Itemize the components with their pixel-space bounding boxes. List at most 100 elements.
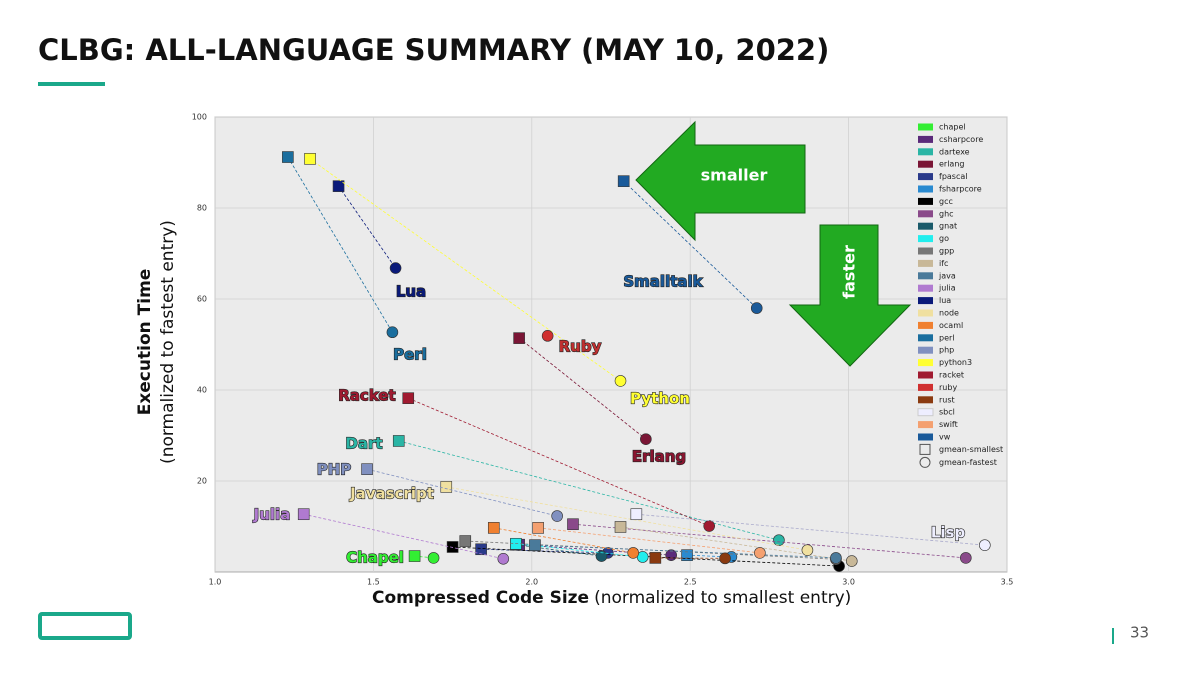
- x-axis-label: Compressed Code Size: [372, 588, 589, 608]
- point-circle: [960, 552, 972, 564]
- connector-line: [287, 156, 393, 333]
- point-square: [392, 435, 405, 447]
- point-circle: [389, 262, 402, 274]
- legend-swatch: [918, 284, 933, 292]
- connector-line: [452, 546, 840, 567]
- legend-swatch: [918, 272, 933, 280]
- legend-swatch: [918, 222, 933, 230]
- point-circle: [614, 375, 627, 387]
- point-circle: [427, 552, 440, 564]
- connector-line: [518, 337, 647, 440]
- point-square: [614, 521, 627, 533]
- arrow-label: smaller: [701, 166, 768, 185]
- y-tick-label: 20: [197, 477, 207, 486]
- legend-swatch: [918, 334, 933, 342]
- legend-swatch: [918, 433, 933, 441]
- connector-line: [538, 527, 760, 554]
- annotation: Perl: [393, 346, 427, 364]
- connector-line: [309, 158, 621, 382]
- point-square: [332, 180, 345, 192]
- point-circle: [979, 539, 991, 551]
- legend-swatch: [918, 383, 933, 391]
- connector-line: [481, 548, 608, 554]
- legend-label: rust: [939, 395, 955, 404]
- point-circle: [541, 330, 554, 342]
- y-tick-label: 80: [197, 204, 207, 213]
- legend-label: ghc: [939, 209, 954, 218]
- connector-line: [398, 440, 780, 541]
- legend-swatch: [918, 247, 933, 255]
- y-axis-label: (normalized to fastest entry): [158, 220, 178, 464]
- annotation: Lisp: [931, 524, 966, 542]
- legend-label: gnat: [939, 222, 957, 231]
- legend-marker: [919, 456, 931, 468]
- point-square: [304, 153, 316, 165]
- legend-swatch: [918, 123, 933, 131]
- legend-swatch: [918, 396, 933, 404]
- point-square: [649, 552, 662, 564]
- point-square: [487, 522, 500, 534]
- point-circle: [551, 510, 563, 522]
- legend-swatch: [918, 210, 933, 218]
- connector-line: [636, 513, 985, 546]
- legend-label: gmean-smallest: [939, 445, 1003, 454]
- legend-swatch: [917, 408, 934, 417]
- point-square: [297, 508, 310, 521]
- annotation: Python: [630, 390, 690, 408]
- x-tick-label: 2.5: [684, 578, 697, 587]
- legend-label: ocaml: [939, 321, 963, 330]
- annotation: PHP: [317, 461, 352, 479]
- slide-title: CLBG: ALL-LANGUAGE SUMMARY (MAY 10, 2022…: [38, 33, 829, 67]
- legend-label: chapel: [939, 123, 966, 132]
- point-circle: [703, 520, 716, 532]
- y-tick-label: 100: [192, 113, 207, 122]
- legend-swatch: [918, 259, 933, 267]
- legend-label: gmean-fastest: [939, 458, 997, 467]
- connector-line: [366, 468, 558, 517]
- point-square: [361, 463, 373, 475]
- legend-label: ruby: [939, 383, 957, 392]
- x-tick-label: 1.5: [367, 578, 380, 587]
- legend-label: python3: [939, 358, 972, 367]
- annotation: Julia: [253, 506, 291, 524]
- legend-label: perl: [939, 333, 955, 342]
- point-square: [532, 522, 544, 534]
- plot-area: [214, 116, 1008, 573]
- legend-label: sbcl: [939, 408, 955, 417]
- legend-label: node: [939, 309, 959, 318]
- point-square: [475, 543, 487, 556]
- y-axis-label: Execution Time: [135, 269, 155, 416]
- x-tick-label: 1.0: [209, 578, 222, 587]
- point-square: [408, 550, 421, 562]
- legend-swatch: [918, 185, 933, 193]
- point-square: [567, 518, 579, 531]
- legend-swatch: [918, 235, 933, 243]
- point-circle: [773, 534, 785, 546]
- point-square: [459, 535, 472, 547]
- arrow-smaller: [635, 120, 806, 242]
- legend-marker: [919, 443, 931, 455]
- annotation: Chapel: [346, 549, 404, 567]
- legend-swatch: [918, 160, 933, 168]
- point-square: [440, 481, 453, 493]
- point-square: [402, 392, 415, 404]
- page-number: 33: [1130, 624, 1149, 642]
- logo-outline: [38, 612, 132, 640]
- legend-label: fsharpcore: [939, 185, 982, 194]
- legend-swatch: [918, 173, 933, 181]
- connector-line: [338, 185, 396, 269]
- point-square: [282, 151, 294, 163]
- legend-label: gpp: [939, 247, 954, 256]
- legend-label: fpascal: [939, 172, 968, 181]
- point-square: [446, 541, 459, 553]
- connector-line: [408, 397, 710, 527]
- point-circle: [386, 326, 399, 339]
- grid: [214, 116, 1008, 572]
- legend-swatch: [918, 135, 933, 143]
- annotation: Erlang: [632, 448, 686, 466]
- legend-label: swift: [939, 420, 958, 429]
- point-square: [529, 539, 541, 551]
- point-circle: [830, 552, 842, 564]
- legend-label: go: [939, 234, 949, 243]
